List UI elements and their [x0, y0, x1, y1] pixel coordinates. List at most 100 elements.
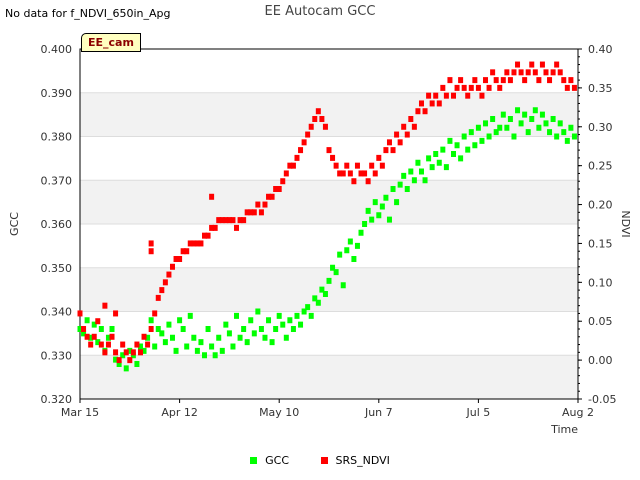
- ndvi-point: [91, 333, 97, 340]
- ndvi-point: [287, 162, 293, 169]
- ndvi-point: [173, 256, 179, 262]
- ndvi-point: [550, 69, 556, 76]
- ndvi-point: [166, 271, 172, 278]
- plot-frame: [79, 48, 579, 400]
- gcc-point: [369, 216, 375, 223]
- ndvi-point: [386, 139, 392, 146]
- gcc-point: [383, 194, 389, 201]
- ndvi-point: [479, 92, 485, 99]
- ndvi-point: [401, 123, 407, 130]
- gcc-point: [379, 203, 385, 210]
- ndvi-point: [522, 77, 528, 84]
- gcc-point: [436, 159, 442, 166]
- ndvi-point: [561, 77, 567, 84]
- x-tick-label: Jun 7: [364, 406, 393, 419]
- gcc-point: [177, 317, 183, 324]
- ndvi-point: [564, 84, 570, 91]
- ndvi-point: [447, 77, 453, 84]
- gcc-point: [127, 347, 133, 354]
- gcc-point: [191, 334, 197, 341]
- ndvi-point: [205, 232, 211, 239]
- ndvi-point: [415, 108, 421, 115]
- ndvi-point: [411, 123, 417, 130]
- y-tick-label: 0.380: [41, 131, 73, 144]
- ndvi-point: [191, 240, 197, 247]
- y2-tick-label: 0.20: [588, 199, 613, 212]
- gcc-point: [525, 129, 531, 136]
- y2-tick-label: 0.10: [588, 276, 613, 289]
- ndvi-point: [145, 341, 151, 348]
- ndvi-point: [148, 326, 154, 332]
- y2-tick-label: 0.40: [588, 43, 613, 56]
- gcc-point: [447, 137, 453, 144]
- ndvi-point: [315, 108, 321, 115]
- gcc-point: [116, 361, 122, 367]
- gcc-point: [84, 317, 90, 324]
- x-tick-label: Apr 12: [161, 406, 198, 419]
- ndvi-point: [547, 77, 553, 84]
- ndvi-point: [536, 77, 542, 84]
- gcc-point: [273, 326, 279, 332]
- ndvi-point: [458, 77, 464, 84]
- ndvi-point: [88, 341, 94, 348]
- gcc-point: [475, 124, 481, 131]
- ndvi-point: [379, 162, 385, 169]
- ndvi-point: [95, 318, 101, 325]
- gcc-point: [248, 317, 254, 324]
- ndvi-point: [433, 92, 439, 99]
- series-srs_ndvi: [77, 61, 577, 364]
- ndvi-point: [568, 77, 574, 84]
- ndvi-point: [451, 92, 456, 99]
- gcc-point: [550, 116, 556, 122]
- legend-ndvi-label: SRS_NDVI: [335, 454, 390, 467]
- gcc-point: [255, 308, 261, 315]
- camera-tag: EE_cam: [81, 33, 141, 52]
- gcc-point: [486, 133, 492, 140]
- ndvi-point: [333, 162, 339, 169]
- gcc-point: [241, 326, 247, 332]
- y-tick-label: 0.350: [41, 262, 73, 275]
- ndvi-point: [237, 217, 243, 224]
- gcc-point: [433, 151, 439, 157]
- gcc-point: [137, 343, 143, 350]
- gcc-point: [443, 164, 449, 171]
- gcc-point: [198, 339, 204, 346]
- ndvi-point: [102, 302, 108, 309]
- ndvi-point: [212, 224, 218, 231]
- ndvi-point: [159, 287, 165, 294]
- gcc-point: [109, 326, 115, 332]
- ndvi-point: [84, 333, 90, 340]
- gcc-point: [88, 334, 94, 341]
- gcc-point: [305, 304, 311, 311]
- gcc-point: [155, 326, 161, 332]
- gcc-point: [148, 317, 154, 324]
- gcc-point: [568, 124, 574, 131]
- legend-item-gcc[interactable]: GCC: [250, 454, 289, 467]
- gcc-point: [490, 116, 496, 122]
- gcc-point: [216, 334, 222, 341]
- legend-item-ndvi[interactable]: SRS_NDVI: [320, 454, 390, 467]
- ndvi-point: [497, 84, 503, 91]
- ndvi-point: [390, 147, 396, 154]
- legend: GCC SRS_NDVI: [0, 454, 640, 467]
- gcc-point: [408, 168, 414, 175]
- gcc-point: [532, 107, 538, 114]
- gcc-point: [372, 199, 378, 206]
- chart-title: EE Autocam GCC: [264, 4, 376, 19]
- ndvi-point: [376, 154, 382, 161]
- gcc-point: [141, 347, 147, 354]
- ndvi-point: [283, 170, 289, 177]
- x-tick-label: Aug 2: [562, 406, 594, 419]
- plot-band: [80, 267, 578, 312]
- plot-bands: [80, 92, 578, 399]
- gcc-point: [451, 151, 456, 157]
- ndvi-point: [113, 349, 119, 356]
- ndvi-point: [209, 224, 215, 231]
- gcc-point: [351, 256, 357, 262]
- gcc-point: [98, 326, 104, 332]
- gcc-point: [539, 111, 545, 118]
- ndvi-point: [308, 123, 314, 130]
- gcc-point: [312, 295, 318, 302]
- gcc-point: [152, 343, 158, 350]
